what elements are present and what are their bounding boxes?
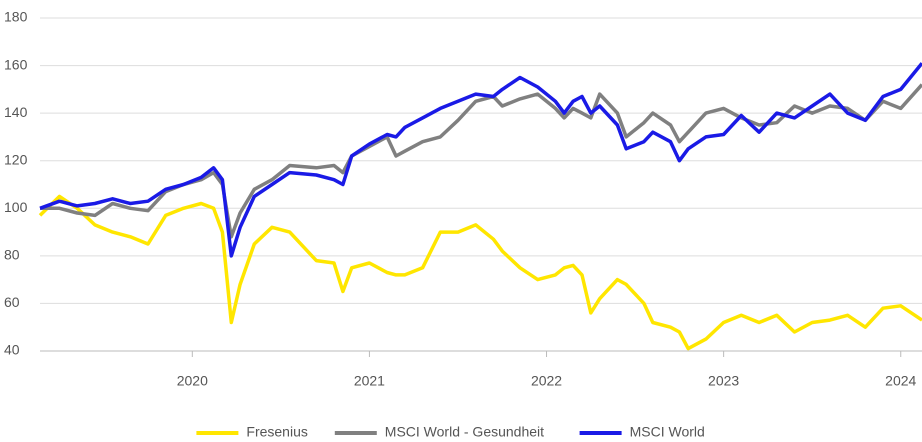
- y-tick-label: 80: [4, 247, 20, 263]
- y-tick-label: 120: [4, 151, 28, 167]
- x-tick-label: 2022: [531, 373, 562, 389]
- y-tick-label: 40: [4, 342, 20, 358]
- y-tick-label: 160: [4, 56, 28, 72]
- line-series: [38, 194, 922, 351]
- y-tick-label: 100: [4, 199, 28, 215]
- y-tick-label: 60: [4, 294, 20, 310]
- y-tick-label: 180: [4, 9, 28, 25]
- x-tick-label: 2023: [708, 373, 739, 389]
- x-tick-label: 2021: [354, 373, 385, 389]
- y-tick-label: 140: [4, 104, 28, 120]
- x-tick-label: 2024: [885, 373, 916, 389]
- legend-label: MSCI World - Gesundheit: [385, 424, 544, 440]
- legend-label: MSCI World: [630, 424, 705, 440]
- legend-label: Fresenius: [246, 424, 307, 440]
- line-series: [39, 62, 922, 258]
- x-tick-label: 2020: [177, 373, 208, 389]
